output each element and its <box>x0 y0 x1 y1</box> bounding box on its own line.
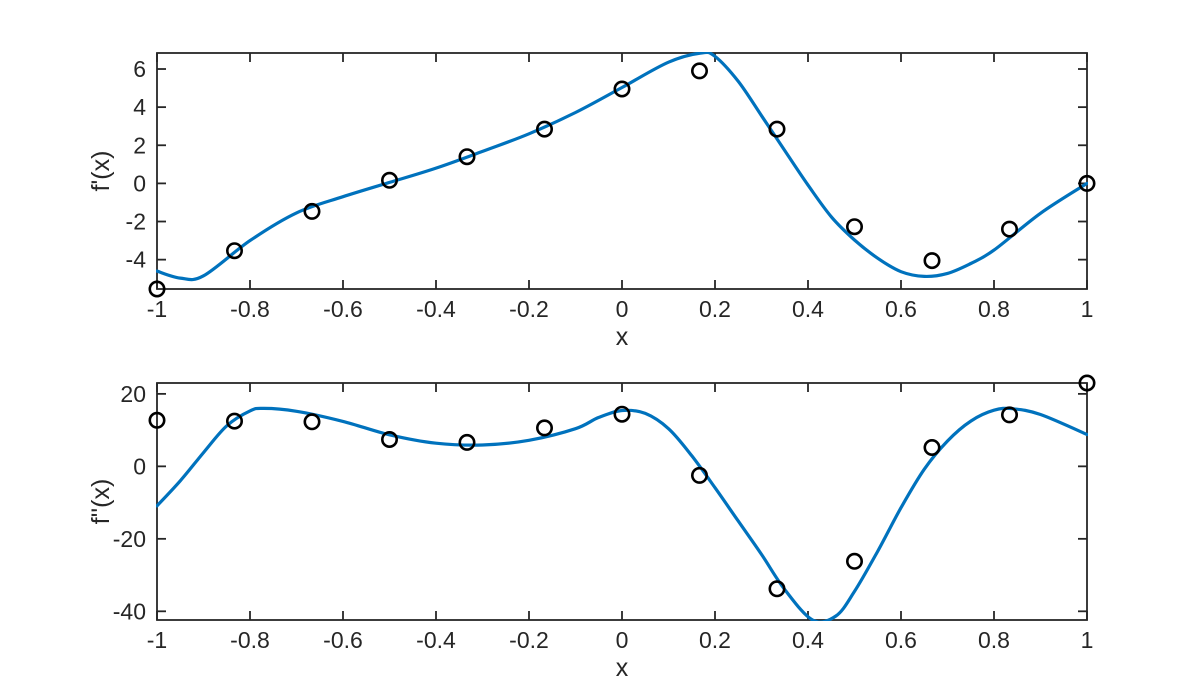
fitted-curve-line <box>156 52 1088 282</box>
x-tick-label: 0.6 <box>885 627 917 653</box>
axes-box <box>156 382 1088 621</box>
data-point-marker <box>535 120 553 138</box>
data-point-marker <box>768 120 786 138</box>
x-tick-label: 0 <box>616 296 629 322</box>
data-point-marker <box>458 148 476 166</box>
data-point-marker <box>303 202 321 220</box>
y-tick-label: 0 <box>133 453 146 479</box>
x-tick-label: 0.4 <box>792 627 824 653</box>
x-tick-label: -0.8 <box>230 627 270 653</box>
data-point-marker <box>226 412 244 430</box>
x-tick-label: -0.4 <box>416 627 456 653</box>
y-tick-label: 0 <box>133 170 146 196</box>
data-point-marker <box>148 280 166 298</box>
x-tick-label: 0.2 <box>699 296 731 322</box>
x-tick-label: 0.4 <box>792 296 824 322</box>
x-axis-label: x <box>616 654 629 682</box>
x-tick-label: -0.6 <box>323 296 363 322</box>
data-point-marker <box>148 411 166 429</box>
x-tick-label: -1 <box>147 627 167 653</box>
y-axis-label: f''(x) <box>87 479 115 525</box>
data-point-marker <box>380 430 398 448</box>
x-tick-label: 0.8 <box>978 296 1010 322</box>
data-point-marker <box>768 580 786 598</box>
y-tick-label: -20 <box>113 526 146 552</box>
data-point-marker <box>1000 406 1018 424</box>
data-point-marker <box>613 80 631 98</box>
data-point-marker <box>458 433 476 451</box>
x-tick-label: -0.4 <box>416 296 456 322</box>
subplot-2: -1 -0.8 -0.6 -0.4 -0.2 0 0.2 0.4 0.6 0.8 1 -40 -20 0 2… <box>87 374 1096 682</box>
data-point-marker <box>380 171 398 189</box>
y-tick-label: 6 <box>133 56 146 82</box>
x-tick-label: 0.6 <box>885 296 917 322</box>
y-tick-label: -2 <box>126 209 146 235</box>
x-tick-label: -1 <box>147 296 167 322</box>
data-point-marker <box>1000 220 1018 238</box>
y-axis-label: f'(x) <box>87 151 115 192</box>
x-tick-label: -0.8 <box>230 296 270 322</box>
fitted-curve-line <box>156 406 1088 621</box>
x-tick-label: 0 <box>616 627 629 653</box>
x-tick-label: 0.2 <box>699 627 731 653</box>
x-tick-label: 1 <box>1081 627 1094 653</box>
data-point-marker <box>535 419 553 437</box>
data-point-marker <box>845 552 863 570</box>
y-tick-label: -4 <box>126 247 147 273</box>
x-tick-label: -0.2 <box>509 296 549 322</box>
data-point-marker <box>303 413 321 431</box>
data-point-marker <box>1078 374 1096 392</box>
x-tick-label: 0.8 <box>978 627 1010 653</box>
data-point-marker <box>923 438 941 456</box>
data-point-marker <box>613 405 631 423</box>
data-point-marker <box>845 218 863 236</box>
x-tick-label: 1 <box>1081 296 1094 322</box>
data-point-marker <box>690 466 708 484</box>
data-point-marker <box>923 252 941 270</box>
y-tick-label: -40 <box>113 598 146 624</box>
data-point-marker <box>1078 174 1096 192</box>
data-point-marker <box>226 242 244 260</box>
x-tick-label: -0.6 <box>323 627 363 653</box>
data-point-marker <box>690 62 708 80</box>
x-tick-label: -0.2 <box>509 627 549 653</box>
y-tick-label: 4 <box>133 94 146 120</box>
y-tick-label: 20 <box>120 381 146 407</box>
subplot-1: -1 -0.8 -0.6 -0.4 -0.2 0 0.2 0.4 0.6 0.8 1 -4 -2 0 2 4 6… <box>87 52 1096 351</box>
y-tick-label: 2 <box>133 132 146 158</box>
x-axis-label: x <box>616 323 629 351</box>
